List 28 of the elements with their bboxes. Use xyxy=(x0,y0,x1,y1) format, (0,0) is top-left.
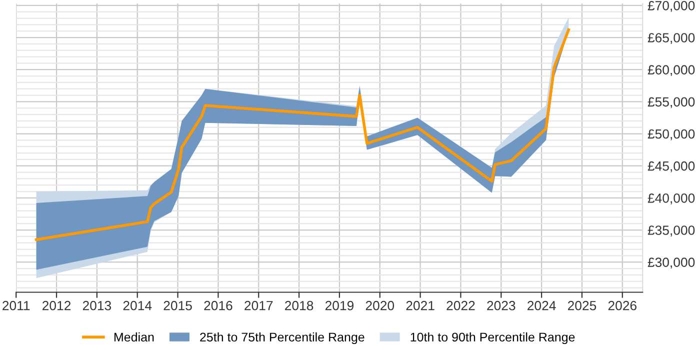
x-tick-label: 2018 xyxy=(285,300,314,310)
x-tick-label: 2013 xyxy=(82,300,112,310)
x-tick-label: 2025 xyxy=(568,300,596,310)
x-tick-label: 2016 xyxy=(204,300,232,310)
y-tick-label: £35,000 xyxy=(648,226,695,236)
y-tick-label: £50,000 xyxy=(648,129,695,140)
x-tick-label: 2026 xyxy=(608,300,636,310)
x-tick-label: 2019 xyxy=(325,300,354,310)
x-tick-label: 2022 xyxy=(446,300,475,310)
x-tick-label: 2015 xyxy=(164,300,192,310)
y-tick-label: £40,000 xyxy=(648,193,695,204)
x-tick-label: 2021 xyxy=(406,300,434,310)
y-tick-label: £30,000 xyxy=(648,258,695,269)
x-tick-label: 2011 xyxy=(2,300,30,310)
x-tick-label: 2012 xyxy=(42,300,71,310)
x-tick-label: 2024 xyxy=(528,300,556,310)
x-tick-label: 2020 xyxy=(366,300,394,310)
legend-label: 10th to 90th Percentile Range xyxy=(410,332,575,344)
x-tick-label: 2017 xyxy=(244,300,273,310)
legend-label: 25th to 75th Percentile Range xyxy=(200,332,364,344)
x-tick-label: 2023 xyxy=(487,300,516,310)
y-tick-label: £45,000 xyxy=(648,161,695,172)
y-tick-label: £65,000 xyxy=(648,33,695,44)
y-tick-label: £60,000 xyxy=(648,65,695,76)
legend-label: Median xyxy=(114,332,154,342)
y-tick-label: £70,000 xyxy=(648,0,695,12)
y-tick-label: £55,000 xyxy=(648,97,695,108)
x-tick-label: 2014 xyxy=(123,300,152,310)
